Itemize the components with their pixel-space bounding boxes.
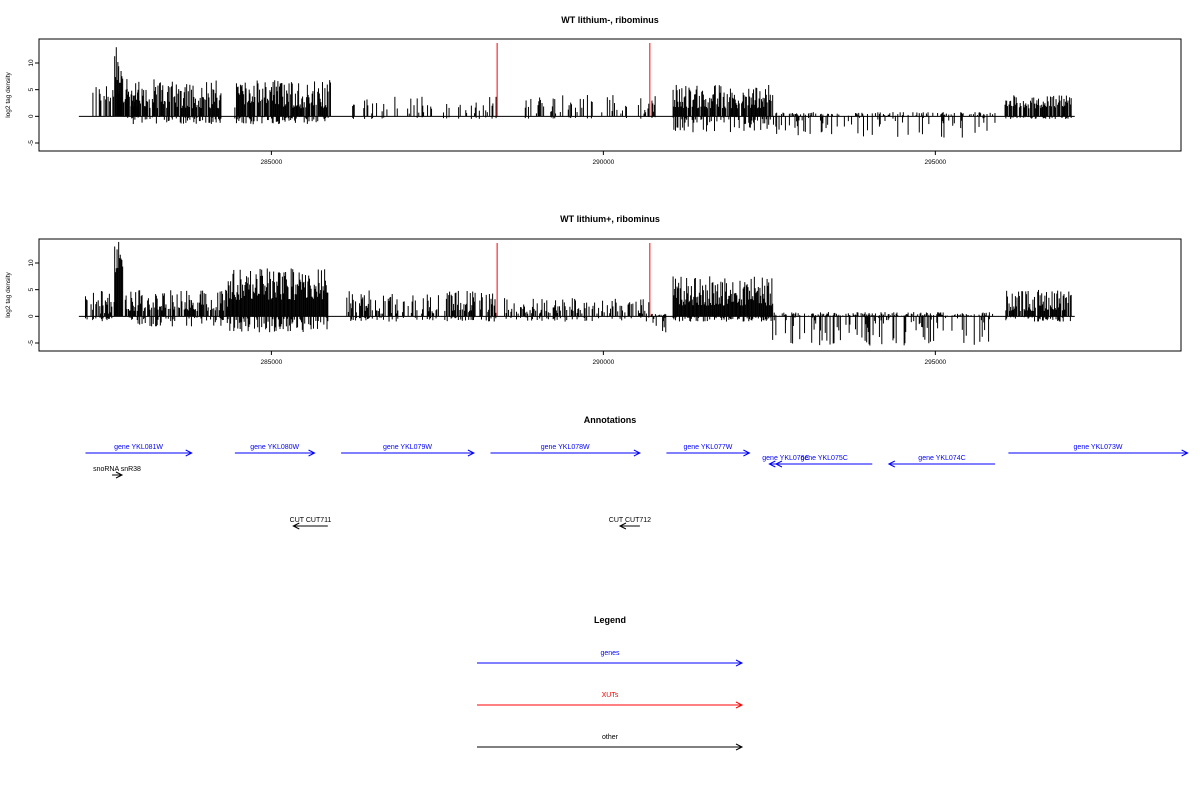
feature-arrow-head [115, 471, 124, 479]
y-axis-label: log2 tag density [5, 71, 12, 117]
feature-label: gene YKL078W [541, 444, 590, 451]
feature-label: CUT CUT712 [609, 517, 651, 524]
feature-arrow-head [467, 449, 476, 457]
legend-items: genes XUTs other [477, 650, 744, 751]
x-tick-label: 285000 [261, 159, 283, 166]
feature-arrow-head [743, 449, 751, 457]
y-tick-label: 10 [28, 59, 35, 67]
panel-title: WT lithium+, ribominus [560, 214, 660, 224]
feature-arrow-head [292, 522, 300, 530]
feature-label: snoRNA snR38 [93, 466, 141, 473]
y-axis-label: log2 tag density [5, 271, 12, 317]
annotations-title: Annotations [584, 415, 637, 425]
annotations-track: Annotations gene YKL081W gene YKL080W gene… [85, 415, 1189, 530]
legend-label: other [602, 734, 619, 741]
x-tick-label: 285000 [261, 359, 283, 366]
feature-arrow-head [774, 460, 783, 468]
plot-frame [38, 38, 1182, 152]
feature-arrow-head [887, 460, 896, 468]
plot-frame [38, 238, 1182, 352]
signal-bars [84, 241, 1072, 346]
feature-label: gene YKL080W [250, 444, 299, 451]
feature-arrow-head [633, 449, 641, 457]
axes: -5 0 5 10 285000 290000 295000 [28, 259, 1075, 366]
feature-arrows: gene YKL081W gene YKL080W gene YKL079W gene… [85, 444, 1189, 530]
y-tick-label: 10 [28, 259, 35, 267]
axes: -5 0 5 10 285000 290000 295000 [28, 59, 1075, 166]
y-tick-label: 5 [28, 287, 35, 291]
feature-label: gene YKL076C [762, 455, 809, 462]
feature-arrow-head [308, 449, 316, 457]
feature-label: gene YKL073W [1074, 444, 1123, 451]
y-tick-label: -5 [28, 140, 35, 146]
x-tick-label: 290000 [593, 359, 615, 366]
feature-label: gene YKL074C [918, 455, 965, 462]
legend-arrow-head [735, 659, 744, 667]
legend-label: genes [600, 650, 620, 657]
feature-arrow-head [768, 460, 776, 468]
signal-bars [92, 43, 1072, 138]
feature-label: CUT CUT711 [290, 517, 332, 524]
feature-arrow-head [1181, 449, 1189, 457]
feature-label: gene YKL079W [383, 444, 432, 451]
legend-label: XUTs [602, 692, 619, 699]
x-tick-label: 295000 [924, 159, 946, 166]
y-tick-label: 0 [28, 114, 35, 118]
feature-arrow-head [185, 449, 193, 457]
x-tick-label: 290000 [593, 159, 615, 166]
feature-label: gene YKL081W [114, 444, 163, 451]
legend-arrow-head [735, 743, 744, 751]
panel-title: WT lithium-, ribominus [561, 15, 659, 25]
track-panel-lithium-minus: WT lithium-, ribominus log2 tag density … [5, 15, 1182, 166]
x-tick-label: 295000 [924, 359, 946, 366]
feature-label: gene YKL077W [683, 444, 732, 451]
legend-arrow-head [735, 701, 744, 709]
legend-title: Legend [594, 615, 626, 625]
feature-arrow-head [618, 522, 627, 530]
legend: Legend genes XUTs other [477, 615, 744, 751]
feature-label: gene YKL075C [800, 455, 847, 462]
y-tick-label: 0 [28, 314, 35, 318]
y-tick-label: -5 [28, 340, 35, 346]
y-tick-label: 5 [28, 87, 35, 91]
track-panel-lithium-plus: WT lithium+, ribominus log2 tag density … [5, 214, 1182, 366]
